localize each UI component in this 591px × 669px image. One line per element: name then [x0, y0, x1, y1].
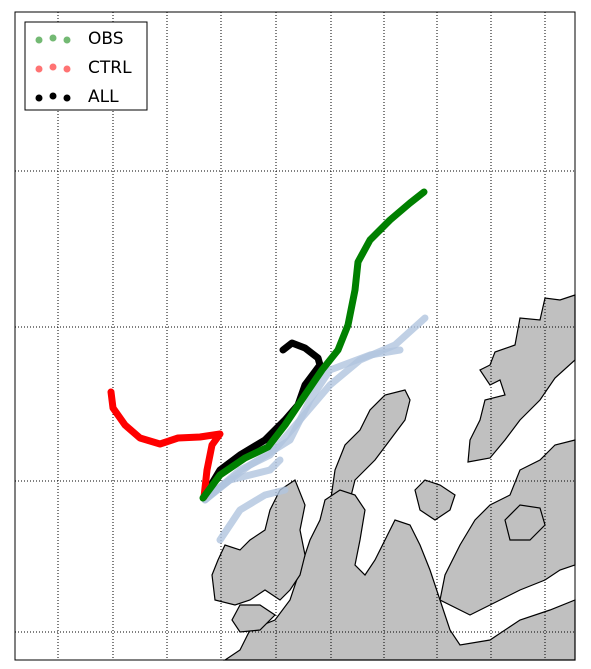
legend-marker	[49, 63, 57, 71]
legend-marker	[35, 65, 43, 73]
coastline	[211, 294, 576, 661]
legend-marker	[49, 92, 57, 100]
ensemble-trails	[201, 314, 429, 544]
legend-label: ALL	[88, 87, 119, 107]
graticule	[15, 12, 575, 660]
legend-label: OBS	[88, 29, 124, 49]
map-frame	[14, 11, 576, 661]
legend	[24, 21, 148, 111]
legend-marker	[35, 36, 43, 44]
obs-track	[199, 188, 428, 502]
legend-label: CTRL	[88, 58, 132, 78]
legend-marker	[63, 65, 71, 73]
legend-marker	[35, 94, 43, 102]
legend-marker	[63, 94, 71, 102]
ctrl-track	[107, 388, 224, 501]
legend-marker	[63, 36, 71, 44]
legend-marker	[49, 34, 57, 42]
